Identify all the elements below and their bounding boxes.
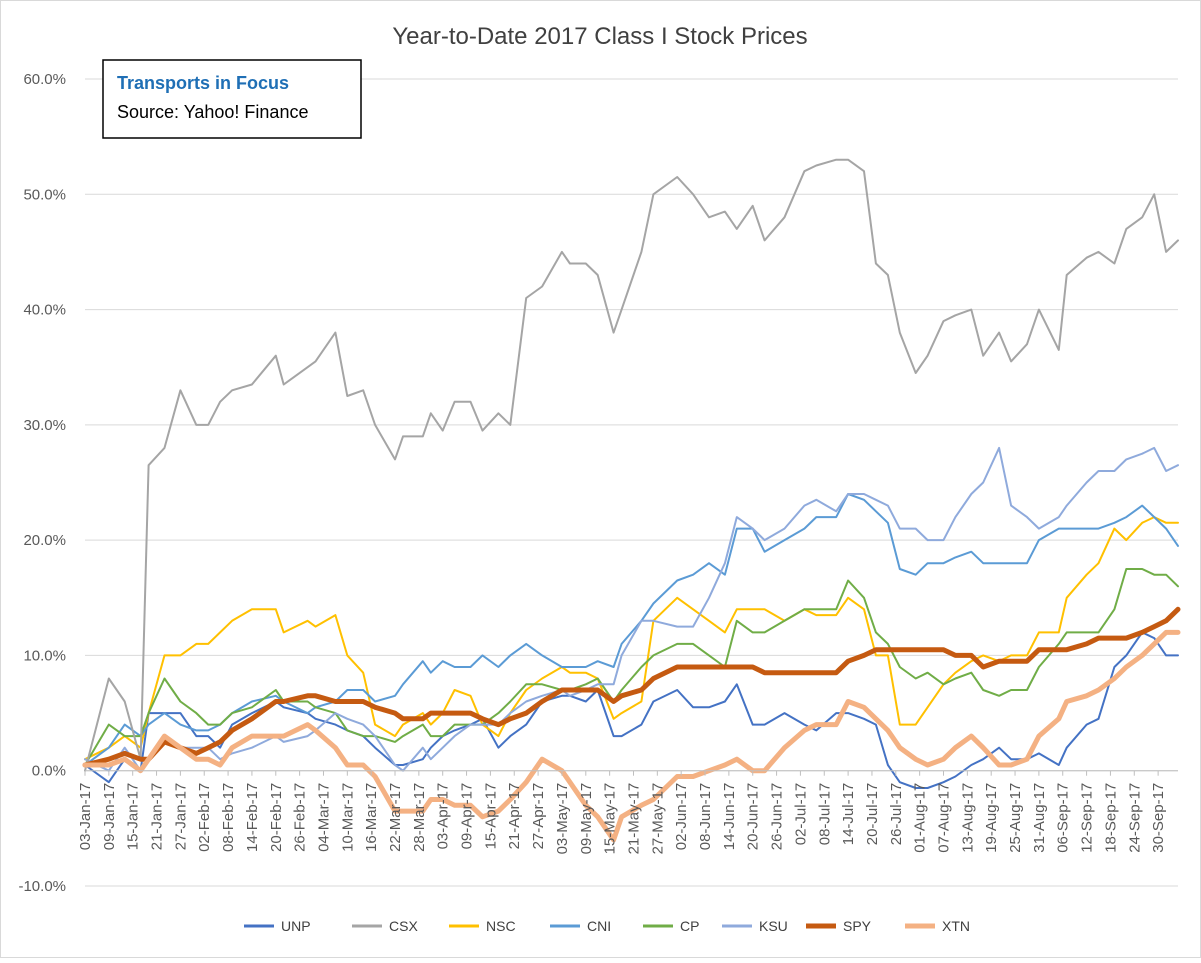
x-tick-label: 09-Jan-17 [101, 783, 118, 851]
x-tick-label: 08-Feb-17 [220, 783, 237, 852]
x-tick-label: 21-Jan-17 [149, 783, 166, 851]
x-tick-label: 27-Jan-17 [172, 783, 189, 851]
x-tick-label: 15-Apr-17 [482, 783, 499, 850]
x-tick-label: 06-Sep-17 [1055, 783, 1072, 853]
x-tick-label: 13-Aug-17 [959, 783, 976, 853]
x-tick-label: 10-Mar-17 [339, 783, 356, 852]
x-tick-label: 14-Jun-17 [721, 783, 738, 851]
x-tick-label: 16-Mar-17 [363, 783, 380, 852]
x-tick-label: 21-Apr-17 [506, 783, 523, 850]
x-tick-label: 09-May-17 [578, 783, 595, 855]
legend-item-csx: CSX [352, 918, 418, 934]
legend: UNP CSX NSC CNI CP KSU SPY XTN [244, 918, 970, 934]
x-tick-label: 31-Aug-17 [1031, 783, 1048, 853]
y-tick-label: 10.0% [23, 647, 66, 664]
y-tick-label: 60.0% [23, 71, 66, 88]
legend-item-spy: SPY [806, 918, 872, 934]
x-tick-label: 25-Aug-17 [1007, 783, 1024, 853]
x-tick-label: 07-Aug-17 [936, 783, 953, 853]
x-tick-label: 20-Jul-17 [864, 783, 881, 846]
x-tick-label: 26-Jul-17 [888, 783, 905, 846]
legend-label: UNP [281, 918, 311, 934]
legend-label: XTN [942, 918, 970, 934]
legend-item-unp: UNP [244, 918, 311, 934]
annotation-box: Transports in Focus Source: Yahoo! Finan… [102, 59, 362, 139]
x-tick-label: 20-Jun-17 [745, 783, 762, 851]
x-tick-label: 14-Jul-17 [840, 783, 857, 846]
series-line-xtn [82, 629, 1181, 843]
legend-label: KSU [759, 918, 788, 934]
legend-label: CP [680, 918, 699, 934]
x-tick-label: 08-Jul-17 [816, 783, 833, 846]
x-tick-label: 03-May-17 [554, 783, 571, 855]
x-tick-label: 19-Aug-17 [983, 783, 1000, 853]
y-tick-label: 30.0% [23, 417, 66, 434]
series-line-ksu [84, 446, 1179, 772]
x-tick-label: 28-Mar-17 [411, 783, 428, 852]
x-tick-label: 15-May-17 [602, 783, 619, 855]
x-tick-label: 15-Jan-17 [125, 783, 142, 851]
series-line-cni [84, 493, 1179, 766]
legend-item-nsc: NSC [449, 918, 516, 934]
x-tick-label: 26-Jun-17 [769, 783, 786, 851]
x-axis: 03-Jan-17 09-Jan-17 15-Jan-17 21-Jan-17 27-J… [77, 770, 1178, 855]
chart-title: Year-to-Date 2017 Class I Stock Prices [392, 23, 807, 50]
x-tick-label: 09-Apr-17 [459, 783, 476, 850]
series-lines [82, 158, 1181, 843]
y-tick-label: 40.0% [23, 302, 66, 319]
x-tick-label: 08-Jun-17 [697, 783, 714, 851]
x-tick-label: 02-Jun-17 [673, 783, 690, 851]
legend-item-cni: CNI [550, 918, 611, 934]
legend-item-ksu: KSU [722, 918, 788, 934]
y-axis: -10.0% 0.0% 10.0% 20.0% 30.0% 40.0% 50.0% 60.0% [18, 71, 66, 895]
y-tick-label: 20.0% [23, 532, 66, 549]
legend-item-xtn: XTN [905, 918, 970, 934]
legend-label: CNI [587, 918, 611, 934]
y-tick-label: -10.0% [18, 878, 66, 895]
x-tick-label: 30-Sep-17 [1150, 783, 1167, 853]
series-line-nsc [84, 516, 1179, 761]
series-line-csx [84, 158, 1179, 772]
x-tick-label: 27-Apr-17 [530, 783, 547, 850]
x-tick-label: 24-Sep-17 [1126, 783, 1143, 853]
x-tick-label: 03-Jan-17 [77, 783, 94, 851]
x-tick-label: 21-May-17 [625, 783, 642, 855]
x-tick-label: 12-Sep-17 [1079, 783, 1096, 853]
x-tick-label: 03-Apr-17 [435, 783, 452, 850]
x-tick-label: 20-Feb-17 [268, 783, 285, 852]
x-tick-label: 27-May-17 [649, 783, 666, 855]
legend-label: SPY [843, 918, 872, 934]
legend-label: CSX [389, 918, 418, 934]
x-tick-label: 26-Feb-17 [292, 783, 309, 852]
x-tick-label: 22-Mar-17 [387, 783, 404, 852]
y-tick-label: 50.0% [23, 186, 66, 203]
y-tick-label: 0.0% [32, 763, 66, 780]
x-tick-label: 02-Feb-17 [196, 783, 213, 852]
annotation-frame [102, 59, 362, 139]
series-line-spy [82, 606, 1181, 768]
annotation-source: Source: Yahoo! Finance [117, 102, 308, 122]
x-tick-label: 01-Aug-17 [912, 783, 929, 853]
series-line-unp [84, 631, 1179, 789]
legend-item-cp: CP [643, 918, 699, 934]
x-tick-label: 18-Sep-17 [1102, 783, 1119, 853]
x-tick-label: 02-Jul-17 [792, 783, 809, 846]
x-tick-label: 14-Feb-17 [244, 783, 261, 852]
annotation-title: Transports in Focus [117, 73, 289, 93]
series-line-cp [84, 568, 1179, 766]
x-tick-label: 04-Mar-17 [315, 783, 332, 852]
legend-label: NSC [486, 918, 516, 934]
